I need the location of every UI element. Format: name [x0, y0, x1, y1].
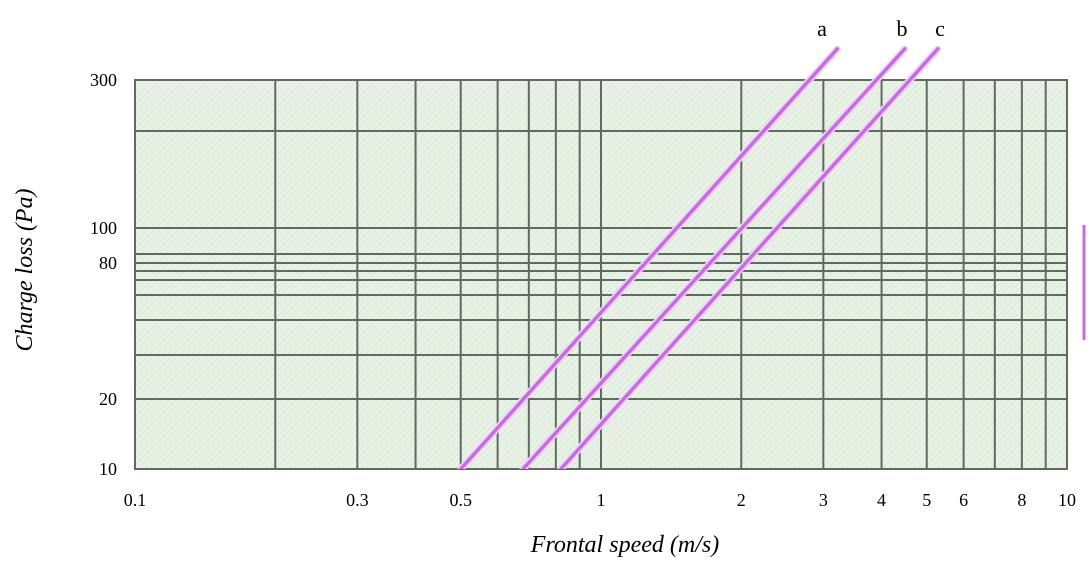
x-tick-label: 1 [597, 490, 606, 510]
curve-c [559, 47, 940, 469]
curve-a [458, 47, 840, 469]
curve-b [521, 47, 907, 469]
y-tick-label: 300 [90, 70, 117, 90]
curve-label-a: a [817, 16, 827, 41]
curve-label-b: b [897, 16, 908, 41]
x-tick-label: 2 [737, 490, 746, 510]
x-axis-title: Frontal speed (m/s) [530, 532, 719, 558]
x-tick-label: 0.1 [124, 490, 147, 510]
curve-label-c: c [935, 16, 945, 41]
x-tick-label: 0.3 [346, 490, 369, 510]
x-tick-label: 5 [922, 490, 931, 510]
y-axis-title: Charge loss (Pa) [12, 188, 38, 351]
x-tick-label: 6 [959, 490, 968, 510]
x-tick-label: 8 [1017, 490, 1026, 510]
curve-group [457, 45, 942, 469]
y-tick-label: 20 [99, 389, 117, 409]
y-tick-label: 100 [90, 218, 117, 238]
x-tick-label: 3 [819, 490, 828, 510]
y-tick-label: 80 [99, 253, 117, 273]
x-tick-label: 0.5 [449, 490, 472, 510]
y-tick-label: 10 [99, 459, 117, 479]
x-tick-label: 4 [877, 490, 886, 510]
x-tick-label: 10 [1058, 490, 1076, 510]
